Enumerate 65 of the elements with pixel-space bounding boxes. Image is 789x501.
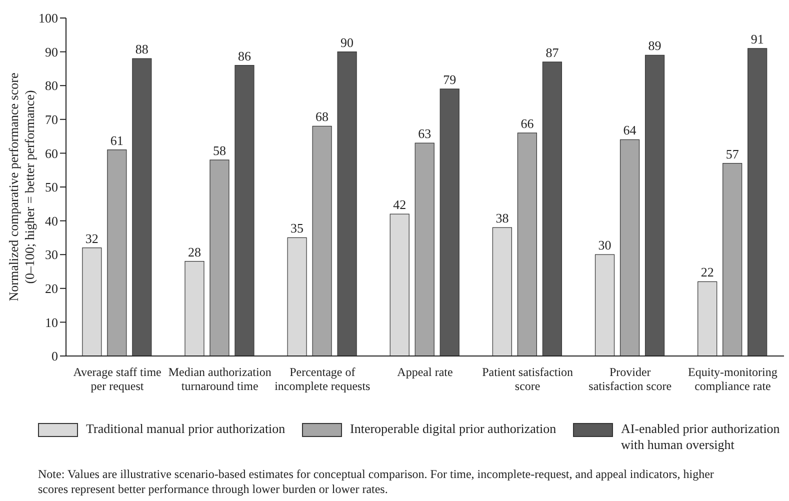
data-label: 61 — [110, 132, 124, 148]
x-tick-label: Appeal rate — [397, 365, 453, 379]
data-label: 68 — [316, 109, 329, 124]
data-label: 64 — [623, 122, 637, 138]
y-tick-label: 20 — [45, 281, 58, 296]
bar — [748, 48, 768, 356]
bar — [210, 160, 230, 356]
y-axis-title: Normalized comparative performance score (0–100; higher = better performance) — [6, 72, 37, 302]
x-tick-label: Provider satisfaction score — [588, 365, 672, 393]
data-label: 22 — [700, 264, 714, 280]
bar — [82, 248, 102, 356]
data-label: 91 — [750, 31, 764, 46]
bar — [644, 54, 665, 356]
data-label: 28 — [188, 244, 201, 260]
bar — [440, 88, 460, 356]
x-tick-label: Equity-monitoring compliance rate — [688, 365, 778, 393]
legend-label: AI-enabled prior authorization with human oversight — [620, 421, 781, 453]
bar — [414, 142, 434, 356]
data-label: 89 — [648, 38, 662, 54]
bar — [620, 139, 640, 356]
data-label: 63 — [418, 126, 432, 142]
bar — [492, 227, 512, 356]
bar — [184, 261, 204, 356]
data-label: 90 — [340, 34, 354, 50]
data-label: 58 — [212, 142, 226, 158]
data-label: 30 — [598, 238, 612, 253]
bar — [234, 65, 254, 356]
y-tick-label: 70 — [45, 112, 58, 128]
data-label: 88 — [135, 42, 148, 57]
y-tick-label: 10 — [45, 314, 58, 330]
bar — [517, 132, 537, 356]
data-label: 35 — [290, 220, 304, 236]
y-tick-label: 90 — [45, 44, 58, 60]
y-tick-label: 50 — [45, 180, 58, 195]
x-tick-label: Average staff time per request — [73, 365, 162, 393]
data-label: 32 — [85, 230, 98, 246]
data-label: 86 — [238, 48, 252, 64]
x-tick-label: Percentage of incomplete requests — [274, 365, 371, 393]
y-tick-label: 30 — [45, 247, 58, 262]
bar — [312, 126, 332, 356]
data-label: 66 — [520, 116, 534, 131]
bar — [542, 62, 562, 356]
data-label: 79 — [443, 72, 456, 87]
x-tick-label: Median authorization turnaround time — [168, 365, 272, 393]
y-tick-label: 100 — [38, 10, 58, 26]
text: Note: Values are illustrative scenario-based estimates for conceptual comparison. For time, incomplete-request, and appeal indicators, higher scores represent better performance through lower burden or lower rates. — [38, 467, 715, 497]
x-tick-label: Patient satisfaction score — [482, 365, 574, 393]
legend-label: Traditional manual prior authorization — [86, 421, 286, 437]
bar — [337, 52, 357, 356]
y-tick-label: 0 — [52, 348, 58, 364]
legend-label: Interoperable digital prior authorization — [350, 421, 556, 437]
data-label: 38 — [496, 210, 509, 226]
bar — [390, 214, 410, 356]
data-label: 57 — [726, 146, 740, 162]
y-tick-label: 80 — [45, 78, 58, 94]
y-tick-label: 40 — [45, 213, 58, 228]
bar — [698, 281, 718, 356]
data-label: 87 — [546, 44, 560, 60]
bar — [107, 150, 127, 356]
y-tick-label: 60 — [45, 146, 58, 161]
data-label: 42 — [393, 197, 406, 212]
bar — [132, 58, 152, 356]
bar — [722, 163, 742, 356]
bar — [594, 254, 615, 356]
bar — [287, 237, 307, 356]
